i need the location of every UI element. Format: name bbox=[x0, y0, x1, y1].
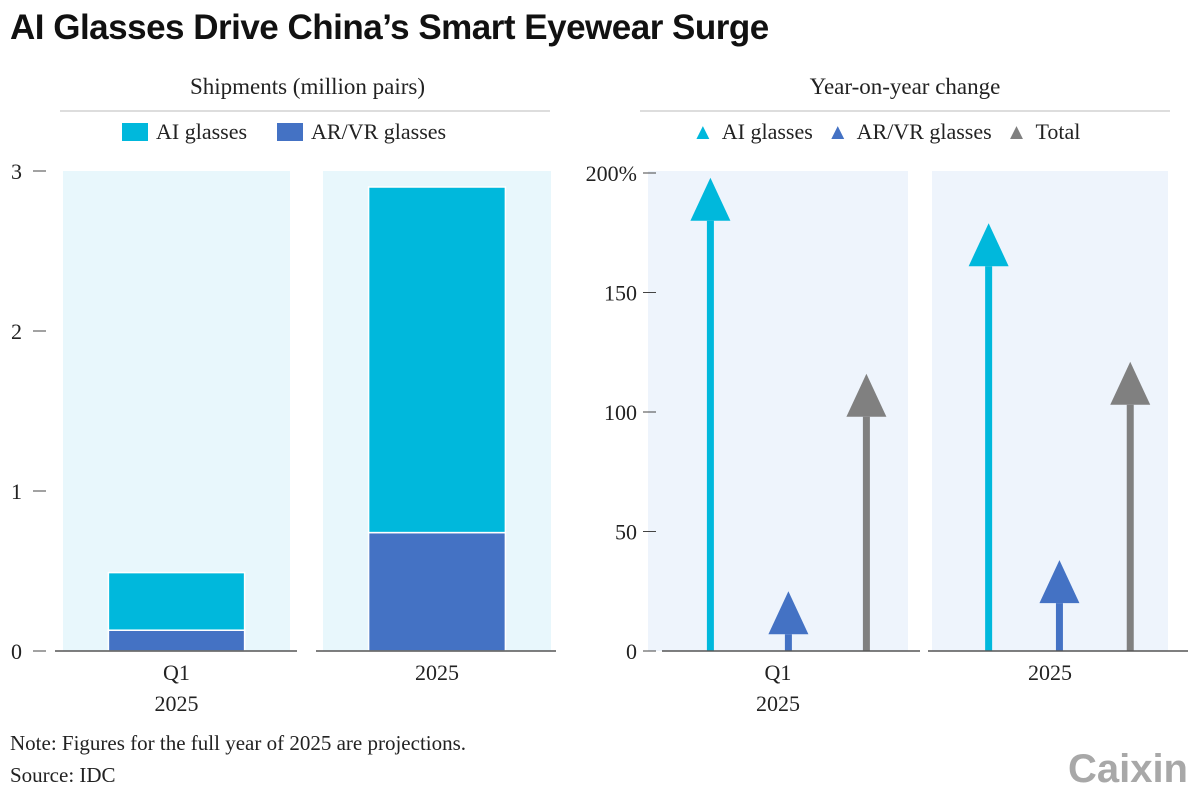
x-tick-label: 2025 bbox=[415, 660, 459, 685]
legend-label-ai: AI glasses bbox=[156, 119, 248, 144]
chart-title: AI Glasses Drive China’s Smart Eyewear S… bbox=[10, 8, 769, 47]
legend-item-ai-yoy: ▲ AI glasses bbox=[692, 119, 813, 145]
legend-item-ai: AI glasses bbox=[122, 119, 247, 145]
arrow-head-ai bbox=[968, 223, 1009, 267]
arrow-up-icon: ▲ bbox=[692, 119, 714, 144]
y-tick-label: 0 bbox=[11, 639, 22, 664]
x-tick-label: 2025 bbox=[155, 691, 199, 716]
panel-background bbox=[63, 171, 290, 651]
y-tick-label: 200% bbox=[586, 161, 637, 186]
x-tick-label: Q1 bbox=[765, 660, 792, 685]
arrow-up-icon: ▲ bbox=[1005, 119, 1028, 144]
right-title-rule bbox=[640, 110, 1170, 112]
legend-item-total-yoy: ▲ Total bbox=[1006, 119, 1081, 145]
bar-ai bbox=[367, 186, 507, 534]
chart-note: Note: Figures for the full year of 2025 … bbox=[10, 731, 467, 755]
legend-swatch-arvr bbox=[277, 123, 304, 141]
bar-arvr bbox=[367, 531, 507, 652]
y-tick-label: 1 bbox=[11, 479, 22, 504]
left-panel-title: Shipments (million pairs) bbox=[189, 74, 426, 99]
x-tick-label: 2025 bbox=[1028, 660, 1072, 685]
arrow-head-arvr bbox=[1039, 560, 1080, 604]
arrow-head-arvr bbox=[768, 591, 809, 635]
left-title-rule bbox=[60, 110, 550, 112]
x-tick-label: Q1 bbox=[163, 660, 190, 685]
left-legend: AI glasses AR/VR glasses bbox=[122, 119, 446, 145]
y-tick-label: 2 bbox=[11, 319, 22, 344]
chart-source: Source: IDC bbox=[10, 763, 116, 787]
arrow-up-icon: ▲ bbox=[826, 119, 849, 144]
y-tick-label: 100 bbox=[604, 400, 637, 425]
y-tick-label: 0 bbox=[626, 639, 637, 664]
legend-swatch-ai bbox=[122, 123, 148, 141]
right-panel-title: Year-on-year change bbox=[809, 74, 1001, 99]
legend-label-total-yoy: Total bbox=[1035, 119, 1081, 144]
y-tick-label: 3 bbox=[11, 159, 22, 184]
legend-item-arvr: AR/VR glasses bbox=[277, 119, 446, 145]
legend-item-arvr-yoy: ▲ AR/VR glasses bbox=[827, 119, 992, 145]
y-tick-label: 50 bbox=[615, 520, 637, 545]
legend-label-ai-yoy: AI glasses bbox=[721, 119, 813, 144]
arrow-head-ai bbox=[690, 177, 731, 221]
bar-ai bbox=[107, 571, 246, 631]
caixin-logo: Caixin bbox=[1067, 747, 1188, 791]
x-tick-label: 2025 bbox=[756, 691, 800, 716]
right-legend: ▲ AI glasses ▲ AR/VR glasses ▲ Total bbox=[692, 119, 1080, 145]
y-tick-label: 150 bbox=[604, 281, 637, 306]
arrow-head-total bbox=[1110, 361, 1151, 405]
bar-arvr bbox=[107, 629, 246, 652]
arrow-head-total bbox=[846, 373, 887, 417]
legend-label-arvr-yoy: AR/VR glasses bbox=[856, 119, 992, 144]
legend-label-arvr: AR/VR glasses bbox=[311, 119, 447, 144]
